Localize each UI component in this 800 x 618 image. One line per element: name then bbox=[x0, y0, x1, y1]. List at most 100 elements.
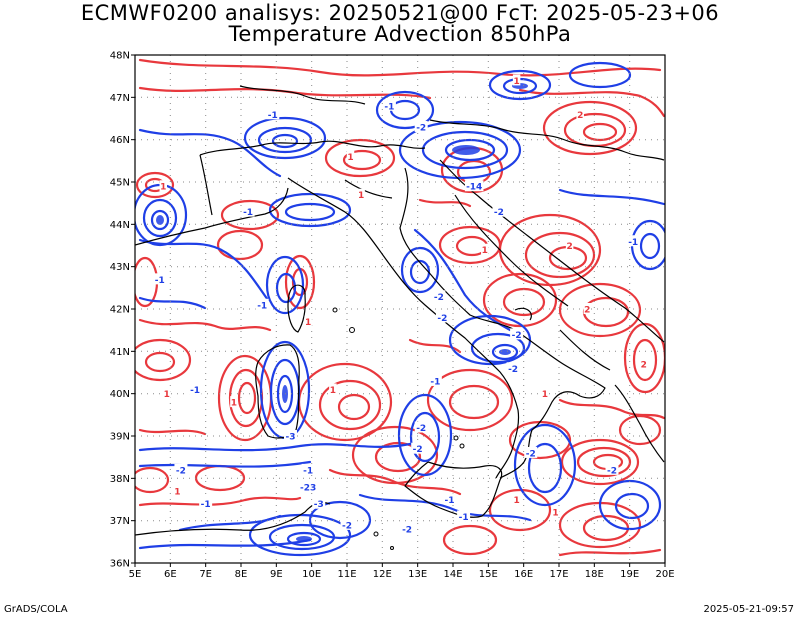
contour-label-bg bbox=[304, 315, 312, 327]
contour-label: 1 bbox=[305, 318, 311, 328]
contour-label: -1 bbox=[190, 386, 200, 396]
render-timestamp: 2025-05-21-09:57 bbox=[703, 604, 794, 615]
contour-label-bg bbox=[255, 298, 269, 310]
contour-label-bg bbox=[414, 421, 428, 433]
contour-label: -1 bbox=[430, 377, 440, 387]
contour-label: -1 bbox=[268, 111, 278, 121]
contour-label-bg bbox=[541, 387, 549, 399]
contour-label: -2 bbox=[342, 521, 352, 531]
contour-label: -1 bbox=[243, 208, 253, 218]
contour-label: -1 bbox=[444, 496, 454, 506]
contour-label-bg bbox=[266, 108, 280, 120]
contour-label: -3 bbox=[285, 433, 295, 443]
lon-tick-label: 17E bbox=[549, 569, 568, 580]
contour-label-bg bbox=[605, 463, 619, 475]
contour-label: 1 bbox=[513, 496, 519, 506]
contour-label: -2 bbox=[437, 314, 447, 324]
contour-label: -1 bbox=[384, 102, 394, 112]
contour-field: -1 -2 -1 1 2 -14 -2 1 -1 1 -1 1 -2 -2 1 2 -1 -1 1 -2 1 -1 1 1 -2… bbox=[135, 55, 665, 563]
contour-label: 1 bbox=[160, 183, 166, 193]
contour-label: 1 bbox=[347, 153, 353, 163]
contour-label: -3 bbox=[314, 500, 324, 510]
lat-tick-label: 47N bbox=[110, 93, 130, 104]
contour-label: -1 bbox=[257, 301, 267, 311]
contour-label: -2 bbox=[607, 466, 617, 476]
contour-label-bg bbox=[442, 493, 456, 505]
lat-tick-label: 48N bbox=[110, 51, 130, 62]
contour-label-bg bbox=[153, 273, 167, 285]
map-title: ECMWF0200 analisys: 20250521@00 FcT: 202… bbox=[80, 1, 720, 25]
lat-tick-label: 36N bbox=[110, 559, 130, 570]
contour-label-bg bbox=[301, 463, 315, 475]
contour-label: -1 bbox=[628, 238, 638, 248]
latitude-axis: 36N 37N 38N 39N 40N 41N 42N 43N 44N 45N 46N 47N 48N bbox=[110, 51, 135, 570]
contour-label: -2 bbox=[413, 445, 423, 455]
contour-label-bg bbox=[640, 358, 648, 370]
contour-label: 2 bbox=[641, 361, 647, 371]
contour-label-bg bbox=[346, 150, 355, 162]
contour-label: 1 bbox=[231, 399, 237, 409]
contour-labels: -1 -2 -1 1 2 -14 -2 1 -1 1 -1 1 -2 -2 1 2 -1 -1 1 -2 1 -1 1 1 -2… bbox=[153, 74, 648, 536]
contour-label: -1 bbox=[201, 500, 211, 510]
lon-tick-label: 18E bbox=[585, 569, 604, 580]
lon-tick-label: 12E bbox=[373, 569, 392, 580]
contour-label-bg bbox=[159, 180, 168, 192]
contour-label-bg bbox=[298, 480, 318, 492]
contour-label: -2 bbox=[416, 123, 426, 133]
contour-label: -2 bbox=[526, 449, 536, 459]
contour-label-bg bbox=[512, 493, 521, 505]
contour-label: 2 bbox=[584, 306, 590, 316]
contour-label-bg bbox=[173, 485, 182, 497]
contour-label-bg bbox=[283, 430, 297, 441]
contour-label-bg bbox=[382, 99, 396, 111]
software-credit: GrADS/COLA bbox=[4, 604, 68, 615]
contour-label: 1 bbox=[513, 77, 519, 87]
lat-tick-label: 38N bbox=[110, 474, 130, 485]
contour-label: -14 bbox=[466, 183, 482, 193]
lon-tick-label: 16E bbox=[514, 569, 533, 580]
map-subtitle: Temperature Advection 850hPa bbox=[228, 22, 572, 46]
lat-tick-label: 39N bbox=[110, 432, 130, 443]
lat-lon-grid bbox=[135, 55, 665, 563]
contour-label-bg bbox=[432, 290, 446, 302]
contour-label-bg bbox=[230, 396, 238, 408]
contour-label-bg bbox=[457, 510, 471, 522]
lat-tick-label: 37N bbox=[110, 516, 130, 527]
contour-label-bg bbox=[174, 463, 188, 475]
contour-label-bg bbox=[329, 383, 337, 395]
lat-tick-label: 45N bbox=[110, 178, 130, 189]
contour-label-bg bbox=[340, 518, 354, 530]
lon-tick-label: 7E bbox=[199, 569, 212, 580]
contour-label-bg bbox=[464, 180, 484, 192]
contour-label-bg bbox=[400, 523, 414, 535]
contour-label-bg bbox=[510, 328, 524, 340]
contour-label: 1 bbox=[164, 390, 170, 400]
lat-tick-label: 41N bbox=[110, 347, 130, 358]
contour-label-bg bbox=[481, 243, 489, 255]
contour-label: -2 bbox=[434, 293, 444, 303]
lon-tick-label: 9E bbox=[270, 569, 283, 580]
contour-label-bg bbox=[583, 303, 592, 314]
contour-label: 1 bbox=[330, 386, 336, 396]
contour-label-bg bbox=[551, 506, 560, 518]
islands bbox=[332, 307, 465, 550]
contour-label-bg bbox=[506, 362, 520, 374]
contour-label-bg bbox=[163, 387, 171, 399]
lon-tick-label: 8E bbox=[235, 569, 248, 580]
lon-tick-label: 14E bbox=[443, 569, 462, 580]
contour-label-bg bbox=[576, 108, 584, 120]
lon-tick-label: 15E bbox=[479, 569, 498, 580]
lat-tick-label: 40N bbox=[110, 389, 130, 400]
contour-label-bg bbox=[241, 205, 255, 217]
lon-tick-label: 20E bbox=[655, 569, 674, 580]
contour-label-bg bbox=[512, 74, 521, 86]
contour-label: 1 bbox=[358, 191, 364, 201]
contour-label: 1 bbox=[552, 509, 558, 519]
contour-label: -23 bbox=[300, 483, 316, 493]
contour-label: 1 bbox=[174, 488, 180, 498]
contour-label-bg bbox=[565, 239, 574, 251]
contour-label-bg bbox=[312, 497, 326, 509]
lon-tick-label: 5E bbox=[129, 569, 142, 580]
contour-label: -1 bbox=[459, 513, 469, 523]
